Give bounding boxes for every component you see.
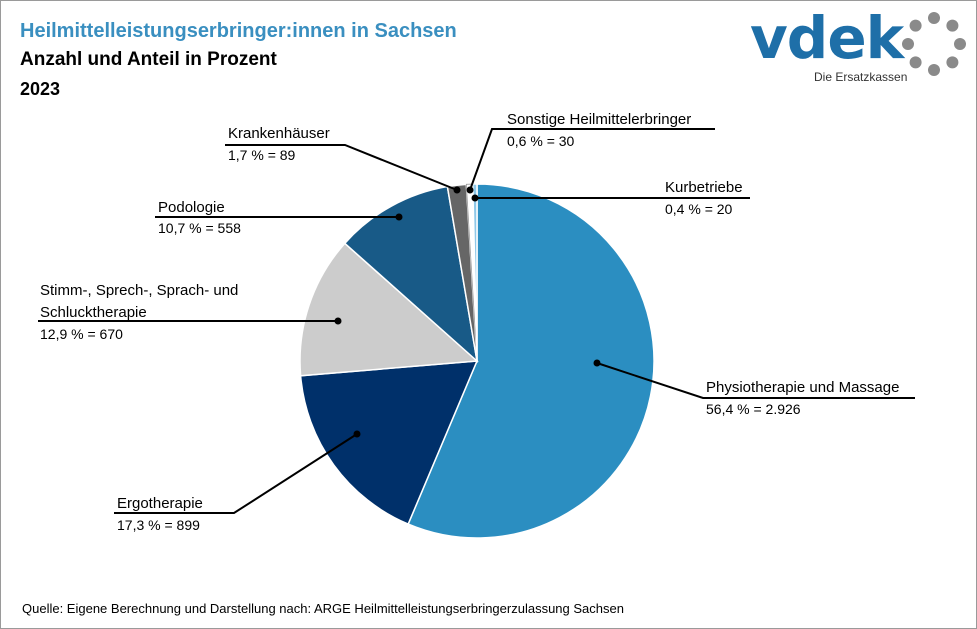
leader-dot bbox=[353, 430, 361, 438]
leader-dot bbox=[466, 186, 474, 194]
slice-value-label: 1,7 % = 89 bbox=[228, 147, 296, 163]
vdek-logo: vdek Die Ersatzkassen bbox=[750, 4, 970, 88]
slice-category-label: Schlucktherapie bbox=[40, 304, 147, 321]
slice-value-label: 12,9 % = 670 bbox=[40, 326, 123, 342]
leader-dot bbox=[593, 359, 601, 367]
pie-slice-stimm-sprech-sprach-und-schlucktherapie bbox=[299, 242, 479, 377]
leader-dot bbox=[395, 213, 403, 221]
slice-category-label: Sonstige Heilmittelerbringer bbox=[507, 111, 691, 128]
leader-dot bbox=[334, 317, 342, 325]
chart-title: Heilmittelleistungserbringer:innen in Sa… bbox=[20, 20, 457, 42]
leader-line bbox=[114, 433, 358, 514]
pie-slice-physiotherapie-und-massage bbox=[407, 183, 655, 539]
leader-dot bbox=[471, 194, 479, 202]
slice-category-label: Krankenhäuser bbox=[228, 125, 330, 142]
chart-subtitle: Anzahl und Anteil in Prozent bbox=[20, 49, 277, 70]
leader-dot bbox=[453, 186, 461, 194]
leader-line bbox=[596, 362, 915, 399]
chart-year: 2023 bbox=[20, 79, 61, 99]
pie-slice-ergotherapie bbox=[299, 360, 479, 526]
leader-line bbox=[225, 144, 458, 191]
slice-category-label: Ergotherapie bbox=[117, 495, 203, 512]
logo-wordmark: vdek bbox=[750, 4, 904, 72]
slice-category-label: Stimm-, Sprech-, Sprach- und bbox=[40, 282, 238, 299]
slice-value-label: 56,4 % = 2.926 bbox=[706, 401, 801, 417]
logo-tagline: Die Ersatzkassen bbox=[814, 70, 908, 84]
pie-slice-podologie bbox=[343, 185, 479, 363]
slice-category-label: Kurbetriebe bbox=[665, 179, 743, 196]
ring-of-dots-icon bbox=[902, 12, 966, 76]
slice-value-label: 0,4 % = 20 bbox=[665, 201, 733, 217]
leader-line bbox=[469, 128, 715, 191]
slice-value-label: 17,3 % = 899 bbox=[117, 517, 200, 533]
source-note: Quelle: Eigene Berechnung und Darstellun… bbox=[22, 601, 624, 616]
slice-category-label: Physiotherapie und Massage bbox=[706, 379, 899, 396]
slice-category-label: Podologie bbox=[158, 199, 225, 216]
slice-value-label: 0,6 % = 30 bbox=[507, 133, 575, 149]
slice-value-label: 10,7 % = 558 bbox=[158, 220, 241, 236]
